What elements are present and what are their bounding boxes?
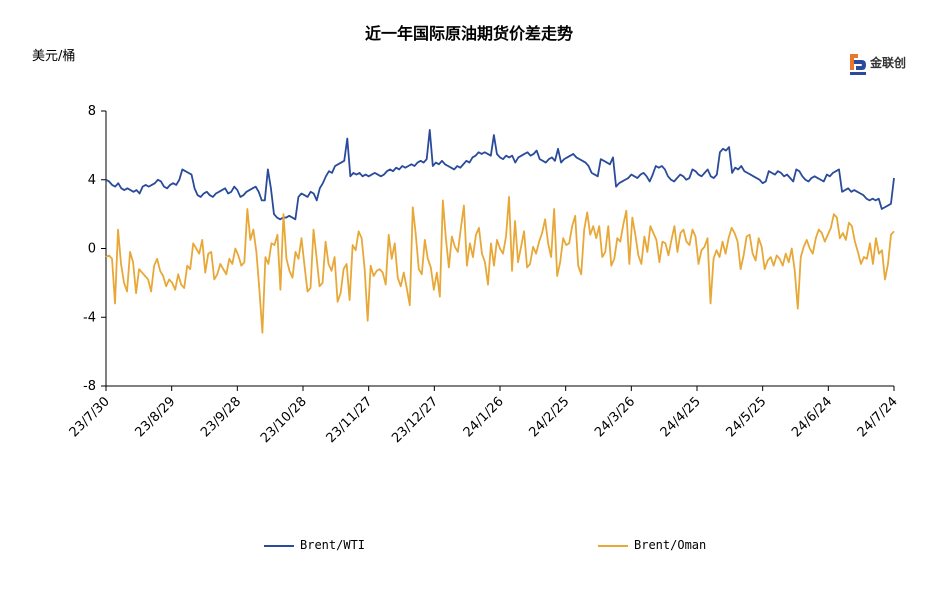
y-tick-label: 4 [88, 173, 96, 188]
x-tick-label: 24/5/25 [723, 394, 769, 440]
legend-item-brent-wti: Brent/WTI [264, 538, 365, 552]
y-axis-unit-label: 美元/桶 [32, 49, 76, 64]
x-tick-label: 23/10/28 [258, 394, 310, 446]
y-tick-label: -8 [83, 379, 96, 394]
y-tick-label: 0 [88, 242, 96, 257]
logo-text: 金联创 [870, 56, 907, 70]
legend-swatch-brent-wti [264, 544, 294, 547]
chart-title: 近一年国际原油期货价差走势 [364, 24, 573, 43]
x-tick-label: 23/7/30 [67, 394, 113, 440]
series-layer [105, 129, 895, 334]
legend-label-brent-wti: Brent/WTI [300, 538, 366, 552]
y-ticks: 8 4 0 -4 -8 [83, 104, 106, 394]
logo-mark-icon [850, 54, 866, 75]
x-tick-label: 23/9/28 [198, 394, 244, 440]
series-line-brent-wti [105, 129, 895, 221]
x-tick-label: 24/4/25 [658, 394, 704, 440]
x-ticks: 23/7/30 23/8/29 23/9/28 23/10/28 23/11/27 23/… [67, 386, 901, 446]
legend-item-brent-oman: Brent/Oman [598, 538, 706, 552]
x-tick-label: 24/2/25 [526, 394, 572, 440]
x-tick-label: 23/8/29 [132, 394, 178, 440]
y-tick-label: 8 [88, 104, 96, 119]
x-tick-label: 23/12/27 [389, 394, 441, 446]
y-tick-label: -4 [83, 310, 96, 325]
series-line-brent-oman [105, 196, 895, 334]
brand-logo: 金联创 [846, 52, 916, 80]
x-tick-label: 24/6/24 [789, 394, 835, 440]
x-tick-label: 24/1/26 [461, 394, 507, 440]
legend-label-brent-oman: Brent/Oman [634, 538, 707, 552]
legend-swatch-brent-oman [598, 544, 628, 547]
x-tick-label: 23/11/27 [324, 394, 376, 446]
x-tick-label: 24/3/26 [592, 394, 638, 440]
x-tick-label: 24/7/24 [855, 394, 901, 440]
